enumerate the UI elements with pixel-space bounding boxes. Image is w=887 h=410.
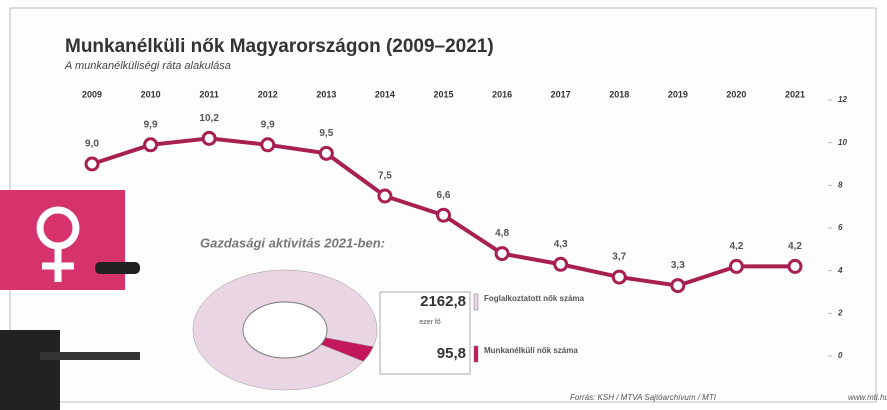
y-tick-label: 12 [838,95,847,104]
x-tick-label: 2017 [551,89,571,99]
x-tick-label: 2019 [668,89,688,99]
y-tick-label: 6 [838,223,843,232]
donut-hole [242,301,328,359]
marker [143,137,159,153]
marker [84,156,100,172]
data-label: 7,5 [378,171,392,182]
y-tick-label: 10 [838,138,847,147]
data-label: 4,2 [788,241,802,252]
marker [377,188,393,204]
y-tick-label: 2 [837,308,843,317]
x-tick-label: 2016 [492,89,512,99]
source: Forrás: KSH / MTVA Sajtóarchívum / MTI [570,393,717,402]
data-label: 3,7 [612,252,626,263]
data-label: 9,0 [85,139,99,150]
marker [787,258,803,274]
marker [553,256,569,272]
y-tick-label: 8 [838,180,843,189]
marker [318,145,334,161]
x-tick-label: 2015 [433,89,453,99]
legend-swatch [473,293,479,311]
decoration [0,190,140,410]
marker [201,130,217,146]
value-box [379,291,471,375]
x-tick-label: 2020 [726,89,746,99]
legend-swatch [473,345,479,363]
data-label: 9,9 [144,119,158,130]
pie-title: Gazdasági aktivitás 2021-ben: [200,235,385,250]
x-tick-label: 2011 [199,89,219,99]
x-tick-label: 2013 [316,89,336,99]
y-tick-label: 0 [838,351,843,360]
chart-subtitle: A munkanélküliségi ráta alakulása [64,60,231,72]
marker [260,137,276,153]
data-label: 4,8 [495,228,509,239]
data-label: 3,3 [671,260,685,271]
unit-label: ezer fő [419,319,441,326]
data-label: 6,6 [437,190,451,201]
legend-label: Munkanélküli nők száma [484,346,578,355]
legend-label: Foglalkoztatott nők száma [484,294,585,303]
marker [611,269,627,285]
value-label: 95,8 [437,345,466,362]
data-label: 4,3 [554,239,568,250]
data-label: 9,9 [261,119,275,130]
chart-title: Munkanélküli nők Magyarországon (2009–20… [65,36,494,57]
data-label: 9,5 [319,128,333,139]
x-tick-label: 2010 [141,89,161,99]
chair-base [0,330,60,410]
chair-seat [40,352,140,360]
value-label: 2162,8 [420,293,466,310]
y-tick-label: 4 [837,266,843,275]
marker [728,258,744,274]
data-label: 4,2 [729,241,743,252]
chair-arm [95,262,140,274]
x-tick-label: 2014 [375,89,395,99]
pink-panel [0,190,125,290]
x-tick-label: 2021 [785,89,805,99]
marker [436,207,451,223]
marker [494,246,510,262]
x-tick-label: 2012 [258,89,278,99]
x-tick-label: 2018 [609,89,629,99]
data-label: 10,2 [199,113,219,124]
marker [670,278,686,294]
website: www.mti.hu [848,393,887,402]
x-tick-label: 2009 [82,89,102,99]
